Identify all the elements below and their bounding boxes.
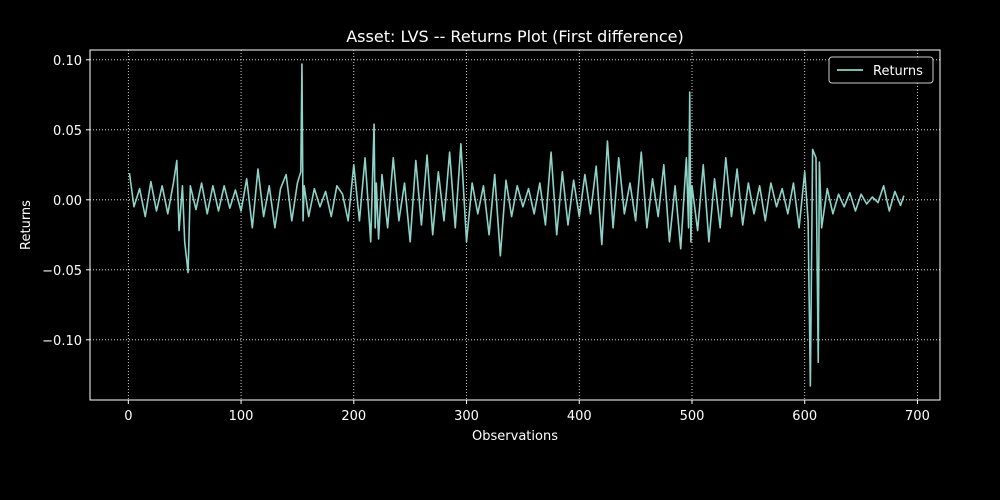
chart-title: Asset: LVS -- Returns Plot (First differ… xyxy=(346,27,684,46)
legend-box xyxy=(828,56,934,84)
y-tick-label: 0.10 xyxy=(53,54,82,69)
y-axis-label: Returns xyxy=(19,200,34,250)
y-tick-label: −0.05 xyxy=(42,264,82,279)
x-tick-label: 500 xyxy=(680,409,705,424)
plot-frame xyxy=(89,49,941,401)
y-tick-label: 0.05 xyxy=(53,124,82,139)
x-tick-label: 200 xyxy=(341,409,366,424)
legend-label: Returns xyxy=(873,64,923,79)
line-layer xyxy=(128,63,905,387)
y-tick-label: 0.00 xyxy=(53,194,82,209)
legend: Returns xyxy=(828,56,934,84)
x-tick-label: 600 xyxy=(792,409,817,424)
x-tick-label: 300 xyxy=(454,409,479,424)
x-tick-label: 700 xyxy=(905,409,930,424)
axes-layer: 0 100 200 300 400 500 600 700 0.10 0.05 0.00 −0.05 −… xyxy=(42,49,941,424)
y-tick-label: −0.10 xyxy=(42,334,82,349)
x-tick-label: 400 xyxy=(567,409,592,424)
x-tick-label: 100 xyxy=(229,409,254,424)
x-tick-label: 0 xyxy=(124,409,132,424)
x-axis-label: Observations xyxy=(472,429,558,444)
series-line-returns xyxy=(128,63,905,387)
